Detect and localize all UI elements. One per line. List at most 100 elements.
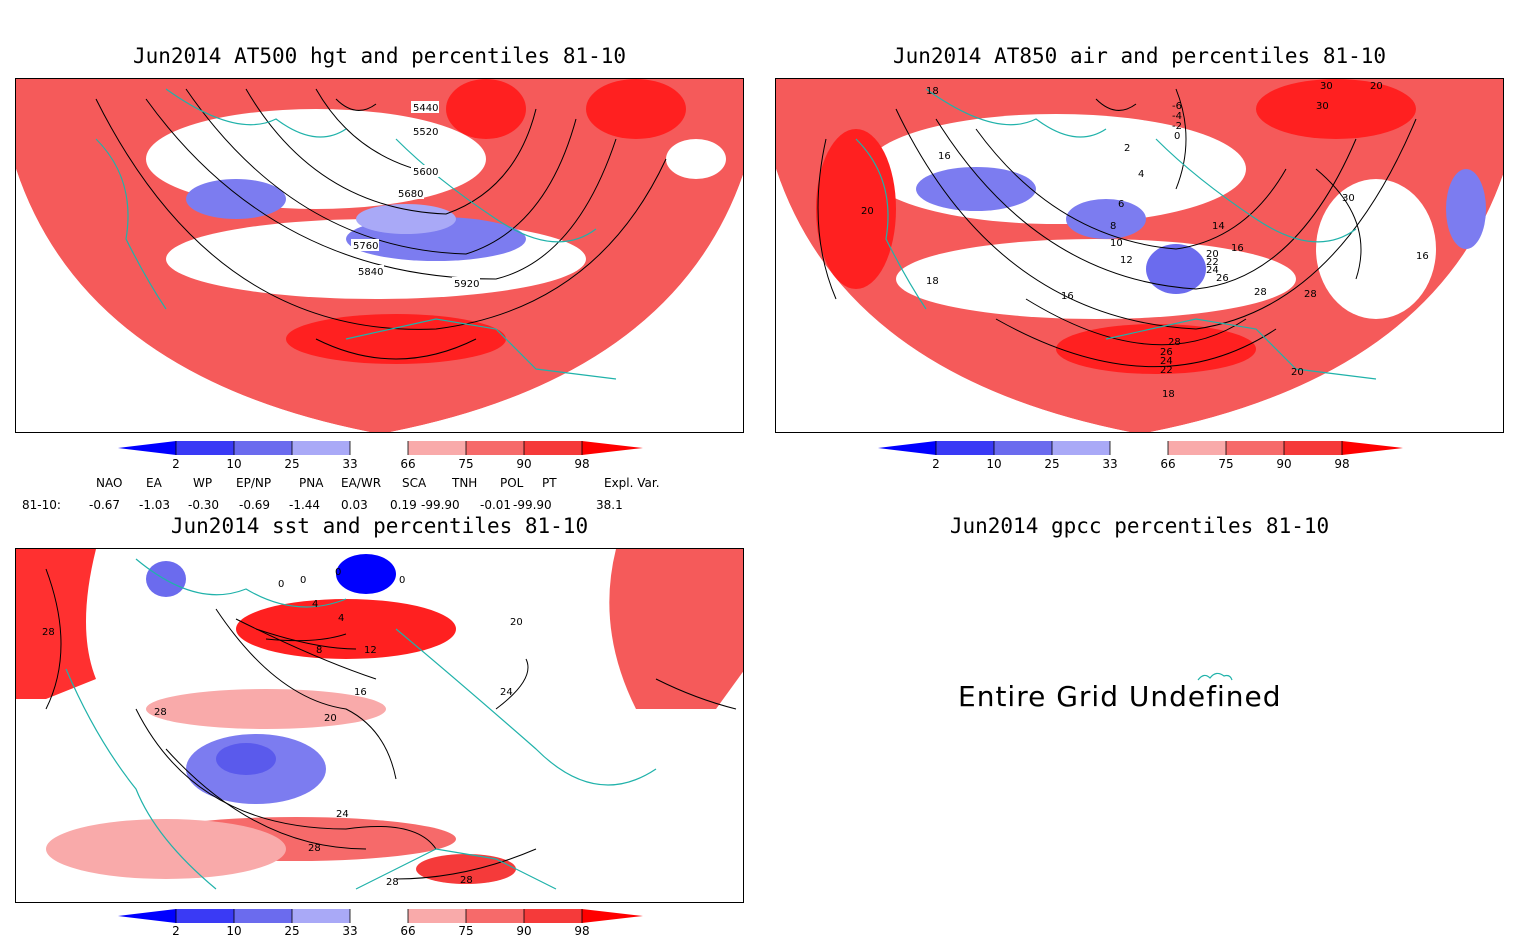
colorbar-label: 33 <box>342 457 358 471</box>
contour-label: 30 <box>1316 101 1329 112</box>
colorbar-label: 75 <box>458 924 474 938</box>
panel-title-air850: Jun2014 AT850 air and percentiles 81-10 <box>892 44 1387 68</box>
contour-label: 8 <box>316 645 322 656</box>
colorbar-sst <box>118 908 643 924</box>
index-header: Expl. Var. <box>604 476 660 490</box>
contour-label: 18 <box>926 86 939 97</box>
index-header: SCA <box>402 476 427 490</box>
contour-label: 24 <box>336 809 349 820</box>
contour-label: 4 <box>1138 169 1144 180</box>
contour-label: 16 <box>354 687 367 698</box>
colorbar-label: 90 <box>516 457 532 471</box>
colorbar-label: 2 <box>932 457 940 471</box>
contour-label: 24 <box>500 687 513 698</box>
colorbar-label: 90 <box>516 924 532 938</box>
panel-title-gpcc: Jun2014 gpcc percentiles 81-10 <box>949 514 1330 538</box>
contour-label: 24 <box>1160 356 1173 367</box>
contour-label: 5840 <box>358 267 383 278</box>
polar-map-sst: 28 0 0 0 4 0 4 8 12 16 20 20 24 28 28 28… <box>16 549 743 902</box>
contour-label: 5920 <box>454 279 479 290</box>
contour-label: 20 <box>1370 81 1383 92</box>
map-panel-sst: 28 0 0 0 4 0 4 8 12 16 20 20 24 28 28 28… <box>15 548 744 903</box>
contour-label: 4 <box>312 599 318 610</box>
contour-label: 6 <box>1118 199 1124 210</box>
contour-label: 16 <box>1061 291 1074 302</box>
index-value: -0.69 <box>239 498 271 512</box>
contour-label: 22 <box>1160 365 1173 376</box>
index-value: -0.30 <box>188 498 220 512</box>
contour-label: 16 <box>1416 251 1429 262</box>
contour-label: 5440 <box>413 103 438 114</box>
contour-label: 22 <box>1206 257 1219 268</box>
index-header: NAO <box>96 476 123 490</box>
index-header: PNA <box>299 476 324 490</box>
contour-label: 28 <box>154 707 167 718</box>
contour-label: 5600 <box>413 167 438 178</box>
contour-label: -2 <box>1172 121 1182 132</box>
contour-label: 18 <box>1162 389 1175 400</box>
index-value: -1.03 <box>139 498 171 512</box>
contour-label: 14 <box>1212 221 1225 232</box>
colorbar-label: 25 <box>1044 457 1060 471</box>
colorbar-label: 66 <box>400 924 416 938</box>
contour-label: 4 <box>338 613 344 624</box>
contour-label: 0 <box>399 575 405 586</box>
contour-label: 16 <box>938 151 951 162</box>
contour-label: 12 <box>1120 255 1133 266</box>
contour-label: -6 <box>1172 101 1182 112</box>
index-value: -99.90 <box>421 498 460 512</box>
contour-label: 28 <box>1168 337 1181 348</box>
contour-label: 18 <box>926 276 939 287</box>
contour-label: 20 <box>510 617 523 628</box>
contour-label: 5680 <box>398 189 423 200</box>
colorbar-label: 98 <box>574 924 590 938</box>
panel-title-hgt500: Jun2014 AT500 hgt and percentiles 81-10 <box>132 44 627 68</box>
undefined-grid-message: Entire Grid Undefined <box>958 680 1282 713</box>
index-value: 0.19 <box>390 498 417 512</box>
contour-label: 26 <box>1216 273 1229 284</box>
contour-label: 16 <box>1231 243 1244 254</box>
colorbar-label: 2 <box>172 457 180 471</box>
index-value: -0.01 <box>480 498 512 512</box>
contour-label: 0 <box>335 567 341 578</box>
colorbar-label: 25 <box>284 924 300 938</box>
contour-label: 28 <box>42 627 55 638</box>
contour-label: -4 <box>1172 111 1182 122</box>
contour-label: 5760 <box>353 241 378 252</box>
contour-label: 20 <box>861 206 874 217</box>
contour-label: 0 <box>1174 131 1180 142</box>
index-value: -1.44 <box>289 498 321 512</box>
colorbar-label: 66 <box>400 457 416 471</box>
contour-label: 8 <box>1110 221 1116 232</box>
indices-header-row: NAO EA WP EP/NP PNA EA/WR SCA TNH POL PT… <box>0 476 760 492</box>
contour-label: 0 <box>278 579 284 590</box>
colorbar-hgt500 <box>118 440 643 456</box>
contour-label: 24 <box>1206 265 1219 276</box>
index-header: EP/NP <box>236 476 272 490</box>
contour-label: 28 <box>1304 289 1317 300</box>
index-header: WP <box>193 476 213 490</box>
contour-label: 2 <box>1124 143 1130 154</box>
colorbar-air850 <box>878 440 1403 456</box>
colorbar-label: 98 <box>1334 457 1350 471</box>
index-header: EA <box>146 476 162 490</box>
colorbar-label: 10 <box>226 924 242 938</box>
index-header: PT <box>542 476 557 490</box>
contour-label: 20 <box>324 713 337 724</box>
colorbar-label: 10 <box>986 457 1002 471</box>
map-panel-air850: 18 16 20 18 -6 -4 -2 0 2 4 6 8 10 12 14 … <box>775 78 1504 433</box>
contour-label: 28 <box>386 877 399 888</box>
colorbar-label: 33 <box>1102 457 1118 471</box>
colorbar-label: 10 <box>226 457 242 471</box>
index-header: EA/WR <box>341 476 382 490</box>
colorbar-label: 2 <box>172 924 180 938</box>
gpcc-coastline-fragment <box>1197 672 1233 681</box>
colorbar-label: 75 <box>458 457 474 471</box>
contour-label: 30 <box>1320 81 1333 92</box>
contour-label: 30 <box>1342 193 1355 204</box>
colorbar-label: 25 <box>284 457 300 471</box>
colorbar-label: 33 <box>342 924 358 938</box>
colorbar-label: 98 <box>574 457 590 471</box>
polar-map-air850: 18 16 20 18 -6 -4 -2 0 2 4 6 8 10 12 14 … <box>776 79 1503 432</box>
contour-label: 20 <box>1206 249 1219 260</box>
